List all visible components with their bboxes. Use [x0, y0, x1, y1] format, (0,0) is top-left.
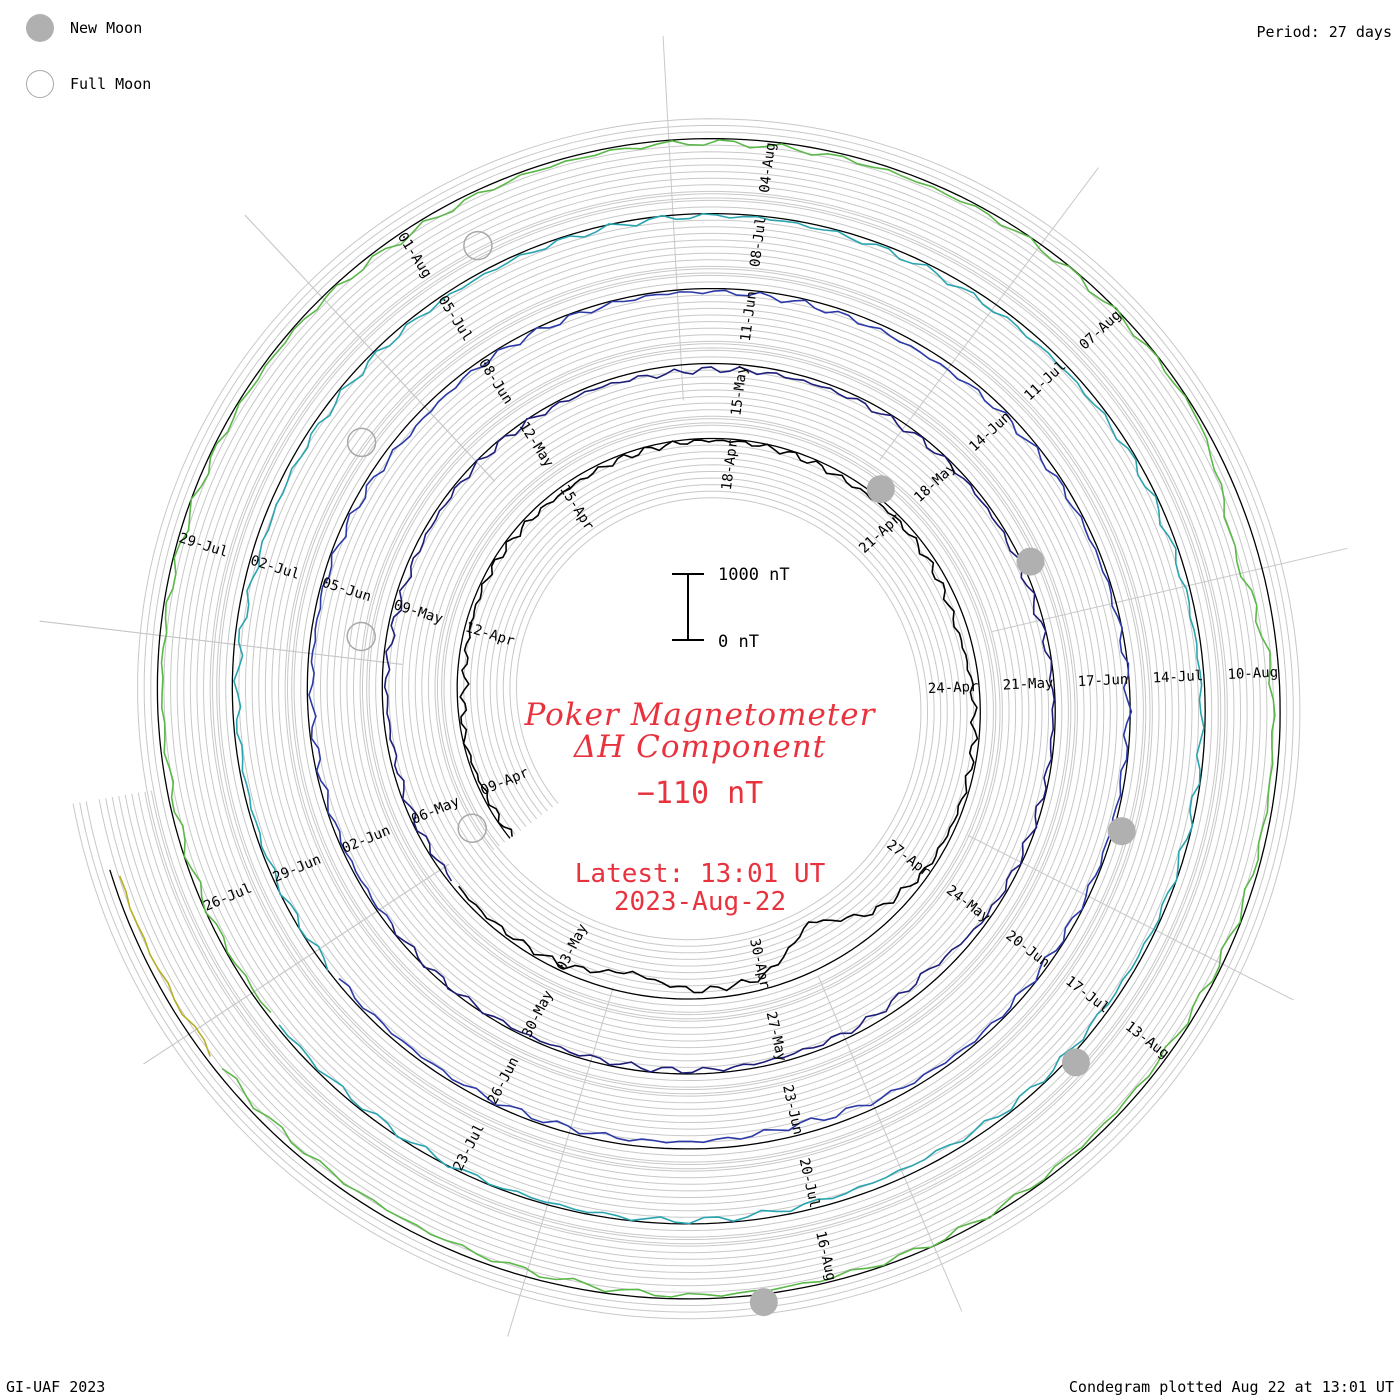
date-label: 21-May — [1002, 675, 1053, 693]
date-label: 08-Jun — [475, 356, 516, 407]
date-label: 15-May — [728, 365, 750, 417]
radial-spoke — [143, 863, 450, 1065]
full-moon-marker — [346, 621, 376, 652]
new-moon-marker — [1107, 817, 1136, 846]
full-moon-marker — [346, 427, 377, 458]
date-label: 11-Jun — [738, 290, 760, 342]
trace-rotation-6 — [118, 875, 211, 1057]
radial-spoke — [507, 987, 614, 1337]
grid-spiral — [144, 190, 1228, 1247]
date-label: 14-Jul — [1152, 668, 1203, 686]
new-moon-marker — [866, 475, 895, 504]
grid-spiral — [72, 118, 1301, 1320]
date-label: 16-Aug — [812, 1230, 839, 1283]
date-label: 15-Apr — [556, 482, 597, 533]
full-moon-marker — [457, 813, 487, 844]
radial-spoke — [817, 975, 963, 1312]
grid-spiral — [105, 151, 1268, 1287]
date-label: 18-May — [911, 460, 959, 506]
date-label: 08-Jul — [747, 216, 769, 268]
date-label: 04-Aug — [757, 141, 779, 193]
date-label: 29-Jul — [177, 530, 230, 560]
date-label: 17-Jun — [1077, 672, 1128, 690]
trace-rotation-3 — [308, 289, 1133, 1144]
date-label: 27-May — [763, 1010, 790, 1063]
grid-spiral — [118, 164, 1255, 1274]
new-moon-marker — [1061, 1048, 1090, 1077]
delta-h-trace — [118, 139, 1276, 1298]
new-moon-icon — [26, 14, 54, 42]
moon-markers — [346, 230, 1136, 1317]
baseline-zero-spiral — [109, 137, 1281, 1300]
latest-time: Latest: 13:01 UT — [574, 859, 826, 889]
new-moon-marker — [1016, 547, 1045, 576]
current-value: −110 nT — [636, 776, 764, 811]
radial-spoke — [244, 214, 496, 482]
grid-spiral — [79, 124, 1294, 1313]
date-label: 20-Jul — [796, 1157, 823, 1210]
date-label: 12-May — [516, 419, 557, 470]
trace-rotation-2 — [383, 366, 1056, 1074]
grid-spiral — [124, 171, 1248, 1267]
grid-spiral — [131, 177, 1242, 1260]
footer-credit: GI-UAF 2023 — [6, 1378, 106, 1396]
radial-spoke — [879, 167, 1099, 461]
scale-bottom-label: 0 nT — [718, 632, 759, 652]
date-label: 01-Aug — [394, 230, 435, 281]
grid-spiral — [137, 184, 1235, 1254]
date-label: 02-Jun — [340, 823, 393, 857]
legend-full-moon: Full Moon — [26, 70, 151, 98]
date-label: 05-Jun — [320, 575, 373, 605]
date-label: 02-Jul — [248, 553, 301, 583]
date-label: 18-Apr — [719, 439, 741, 491]
baseline-spiral — [109, 137, 1281, 1300]
grid-spiral — [98, 144, 1275, 1293]
latest-date: 2023-Aug-22 — [613, 887, 787, 917]
scale-bar: 1000 nT 0 nT — [672, 565, 790, 652]
footer-plot-time: Condegram plotted Aug 22 at 13:01 UT — [1068, 1378, 1394, 1396]
radial-spoke — [991, 547, 1348, 633]
date-label: 23-Jun — [779, 1083, 806, 1136]
trace-rotation-5 — [160, 139, 1276, 1298]
full-moon-label: Full Moon — [70, 75, 152, 93]
date-label: 21-Apr — [856, 511, 904, 557]
scale-top-label: 1000 nT — [718, 565, 790, 585]
radial-spoke — [39, 620, 403, 665]
date-label: 12-Apr — [463, 619, 516, 649]
date-label: 05-Jul — [435, 293, 476, 344]
trace-rotation-1 — [458, 439, 979, 994]
chart-title: Poker Magnetometer — [524, 697, 876, 733]
legend-new-moon: New Moon — [26, 14, 142, 42]
date-label: 24-Apr — [928, 679, 979, 697]
period-label: Period: 27 days — [1256, 23, 1392, 41]
full-moon-icon — [26, 70, 54, 98]
grid-spiral — [85, 131, 1288, 1307]
date-label: 10-Aug — [1227, 665, 1278, 683]
date-label: 09-May — [392, 597, 445, 627]
chart-subtitle: ΔH Component — [573, 729, 827, 765]
new-moon-marker — [749, 1288, 778, 1317]
full-moon-marker — [463, 230, 493, 261]
new-moon-label: New Moon — [70, 19, 143, 37]
spiral-grid — [72, 118, 1301, 1320]
grid-spiral — [111, 157, 1261, 1280]
trace-rotation-4 — [233, 212, 1205, 1225]
